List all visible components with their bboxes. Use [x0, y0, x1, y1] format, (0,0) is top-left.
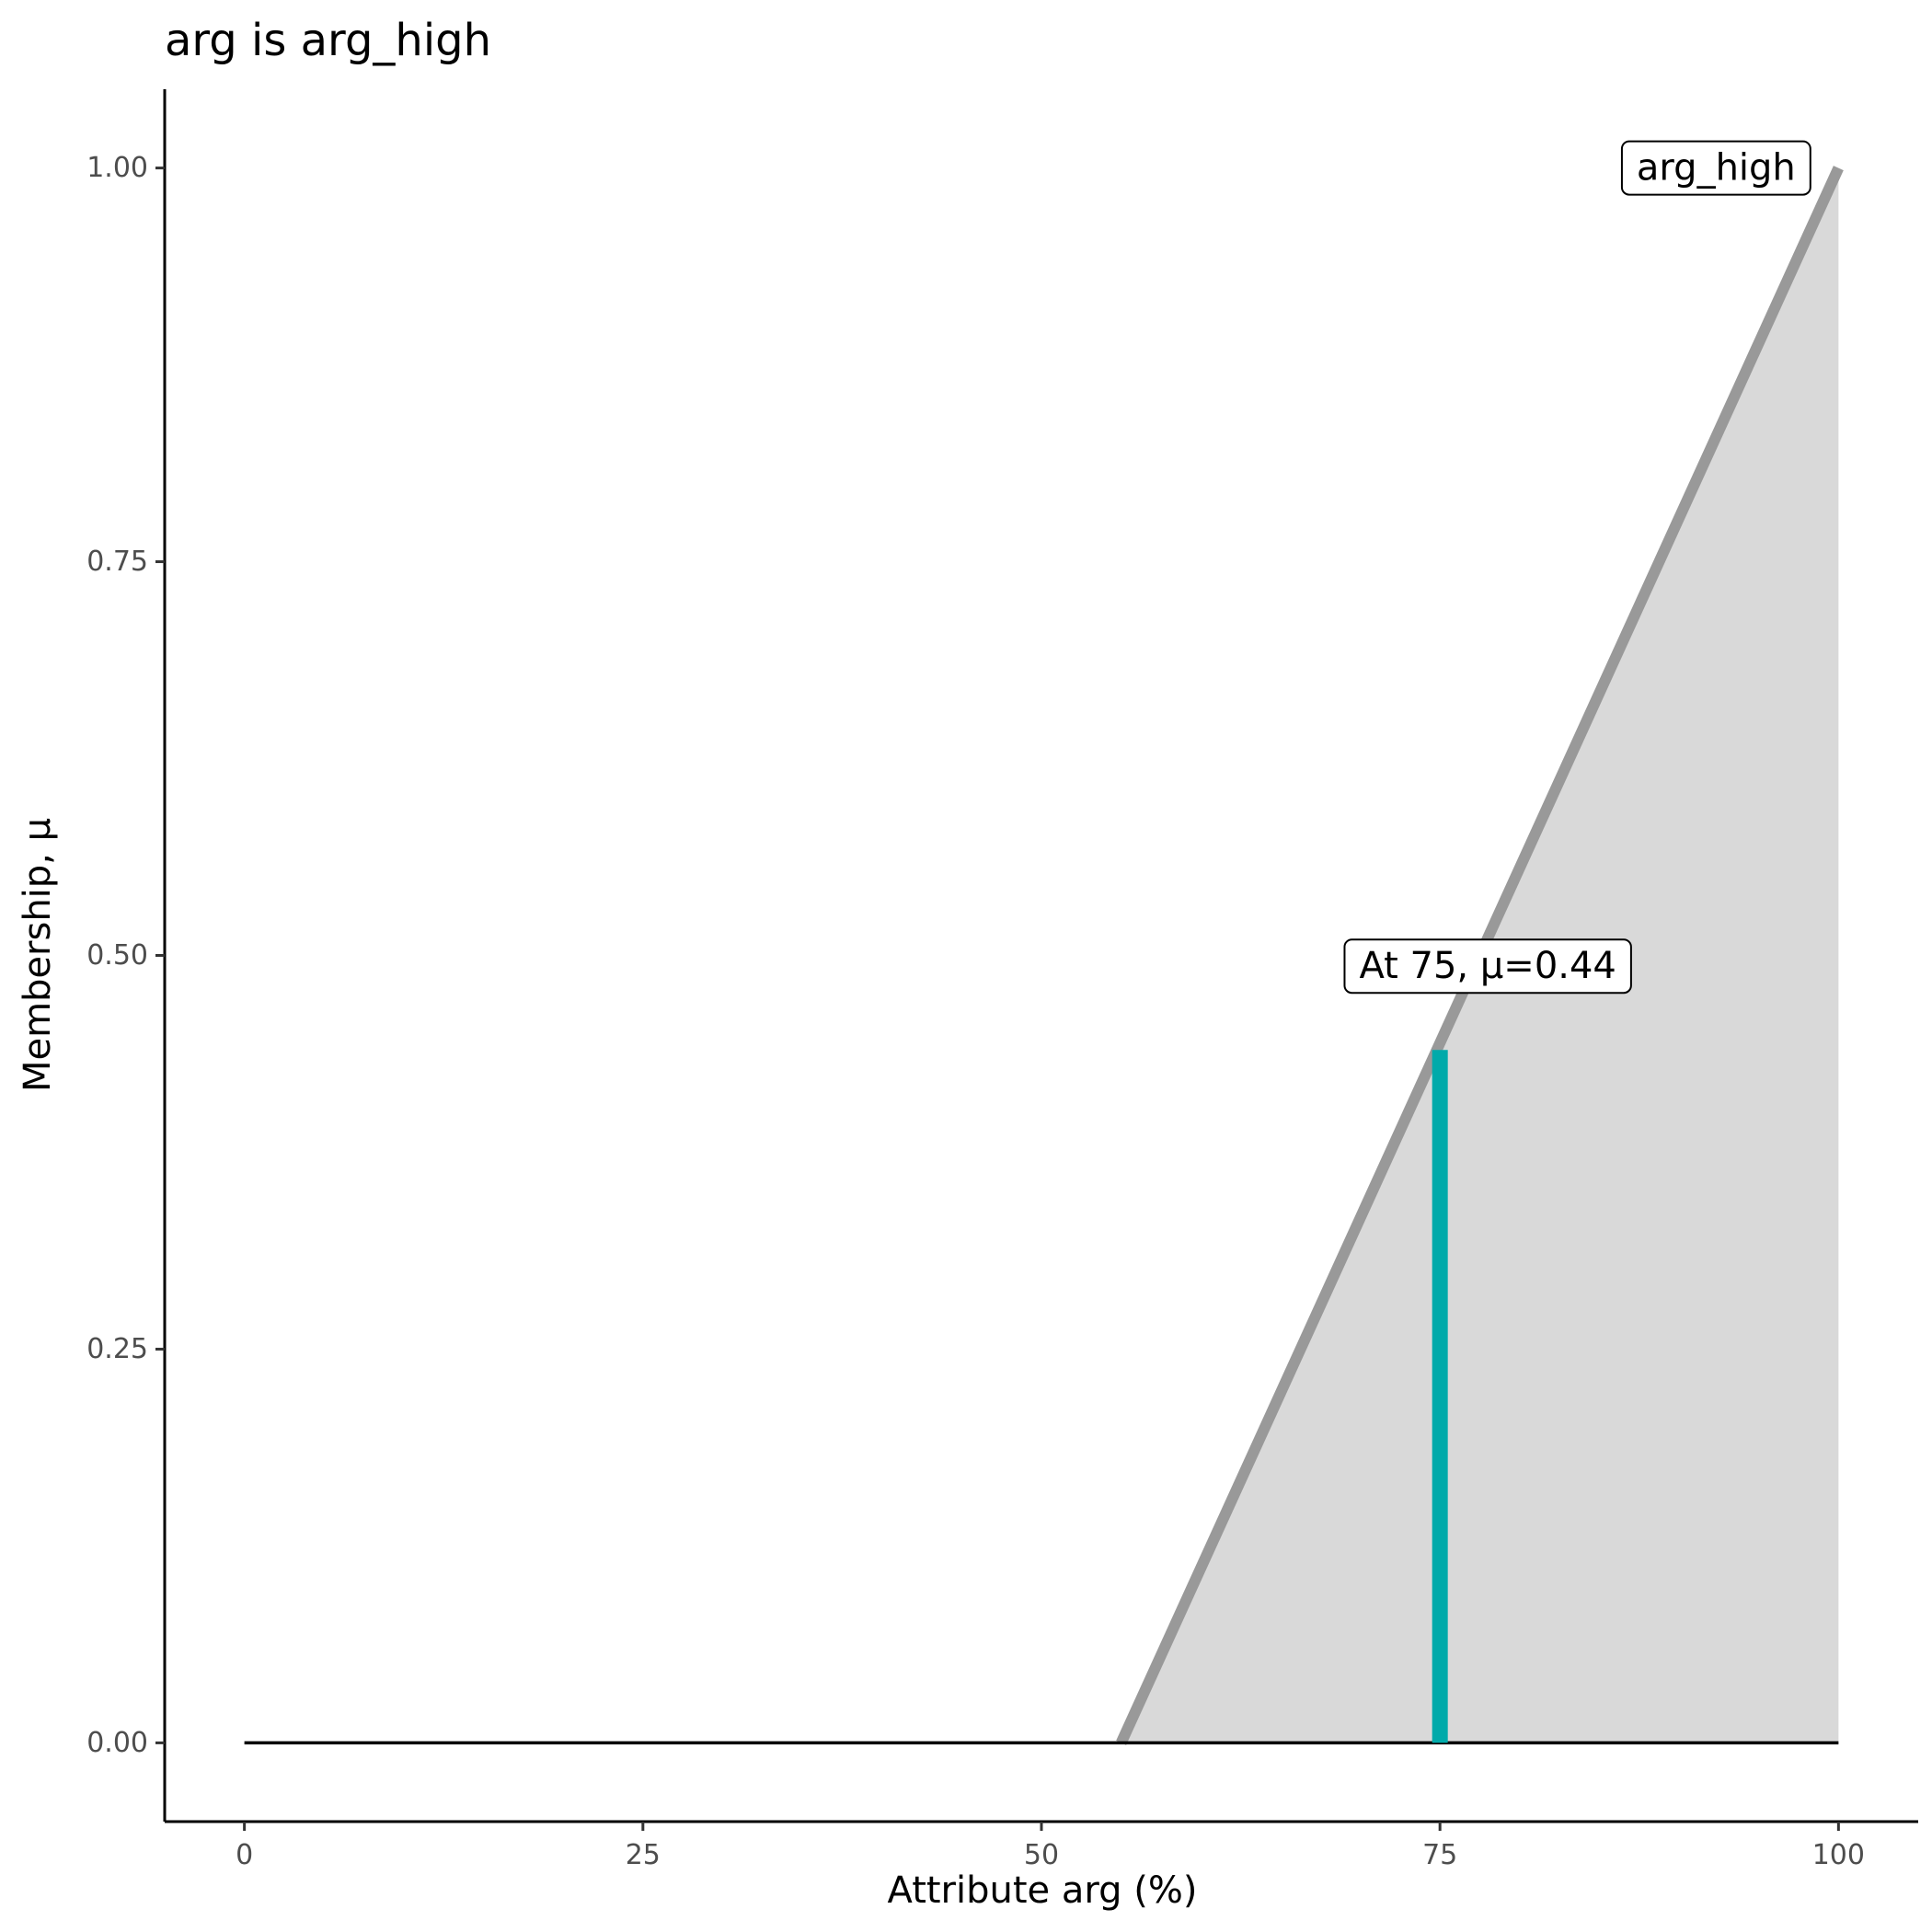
chart-title: arg is arg_high — [165, 15, 491, 66]
y-tick-label: 0.25 — [86, 1333, 148, 1365]
highlight-label-box — [1343, 938, 1632, 995]
set-label-box — [1620, 140, 1811, 196]
highlight-label: At 75, μ=0.44 — [1359, 945, 1616, 987]
set-label: arg_high — [1637, 147, 1796, 190]
x-tick-label: 100 — [1812, 1839, 1865, 1871]
y-tick-label: 0.75 — [86, 546, 148, 578]
y-tick-label: 0.00 — [86, 1727, 148, 1759]
x-tick-label: 0 — [236, 1839, 253, 1871]
y-axis-title: Membership, μ — [17, 818, 59, 1092]
x-tick-label: 75 — [1422, 1839, 1457, 1871]
x-tick-label: 25 — [626, 1839, 661, 1871]
y-tick-label: 0.50 — [86, 939, 148, 972]
x-axis-title: Attribute arg (%) — [888, 1869, 1198, 1912]
plot-area: At 75, μ=0.44 arg_high 0 25 50 75 100 0.00 0.25 0… — [86, 89, 1918, 1871]
y-tick-label: 1.00 — [86, 152, 148, 184]
x-tick-label: 50 — [1024, 1839, 1059, 1871]
